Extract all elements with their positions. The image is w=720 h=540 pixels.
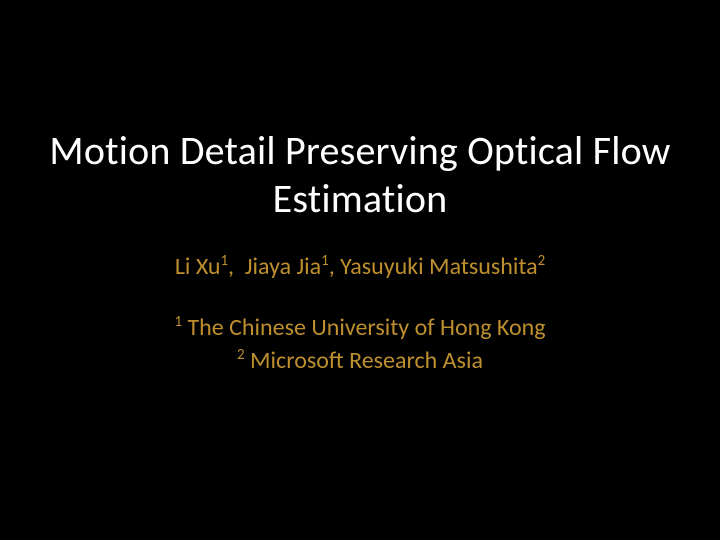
- slide-title: Motion Detail Preserving Optical Flow Es…: [40, 127, 680, 223]
- affiliation-1-text: The Chinese University of Hong Kong: [187, 313, 545, 342]
- author-2-name: Jiaya Jia: [245, 252, 321, 281]
- affiliation-2-text: Microsoft Research Asia: [250, 346, 483, 375]
- authors-line: Li Xu1, Jiaya Jia1, Yasuyuki Matsushita2: [175, 251, 545, 282]
- affiliations-block: 1 The Chinese University of Hong Kong 2 …: [174, 312, 545, 377]
- author-sep-2: ,: [329, 252, 340, 281]
- author-1-sup: 1: [220, 251, 228, 269]
- author-3-sup: 2: [538, 251, 546, 269]
- affiliation-2: 2 Microsoft Research Asia: [174, 345, 545, 377]
- author-1-name: Li Xu: [175, 252, 221, 281]
- author-sep-1: ,: [228, 252, 245, 281]
- affiliation-1: 1 The Chinese University of Hong Kong: [174, 312, 545, 344]
- affiliation-1-sup: 1: [174, 312, 182, 330]
- author-3-name: Yasuyuki Matsushita: [340, 252, 538, 281]
- author-2-sup: 1: [321, 251, 329, 269]
- affiliation-2-sup: 2: [237, 345, 245, 363]
- slide-content: Motion Detail Preserving Optical Flow Es…: [40, 127, 680, 377]
